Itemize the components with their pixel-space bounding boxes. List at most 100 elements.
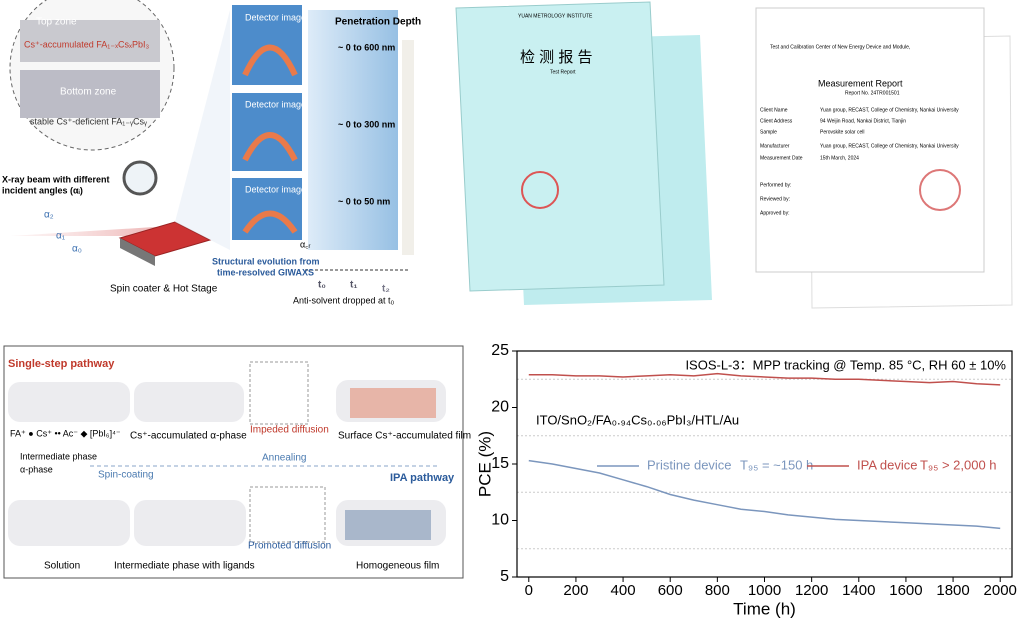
label: Anti-solvent dropped at t₀: [293, 295, 395, 305]
scene: [249, 361, 309, 425]
label: 94 Weijin Road, Nankai District, Tianjin: [820, 118, 906, 124]
film: [350, 388, 436, 418]
magnifier: [122, 160, 158, 196]
label: t₁: [350, 280, 357, 291]
x-tick-label: 1000: [748, 582, 781, 599]
label: Penetration Depth: [335, 17, 421, 28]
label: Promoted diffusion: [248, 541, 331, 552]
detectors: [232, 5, 414, 255]
label: Single-step pathway: [8, 358, 115, 370]
data-line: [528, 459, 1001, 530]
label: α-phase: [20, 464, 53, 474]
label: Reviewed by:: [760, 196, 790, 202]
y-tick-label: 20: [491, 399, 509, 416]
label: α꜀ᵣ: [300, 239, 310, 249]
top-layer: [20, 20, 160, 62]
stamp: [521, 171, 559, 209]
label: Performed by:: [760, 182, 791, 188]
data-line: [528, 372, 1001, 386]
x-tick-label: 800: [705, 582, 730, 599]
report-rows: Client Name Yuan group, RECAST, College o…: [760, 107, 959, 216]
scene: [249, 486, 326, 543]
beam: [10, 226, 170, 236]
label: Test and Calibration Center of New Energ…: [770, 44, 910, 50]
certificate: [455, 1, 665, 292]
label: Cs⁺-accumulated FA₁₋ₓCsₓPbI₃: [24, 39, 149, 49]
label: Sample: [760, 129, 777, 135]
bottom-layer: [20, 70, 160, 118]
y-axis-label: PCE (%): [475, 431, 494, 497]
cert-title: 检 测 报 告: [520, 49, 593, 66]
x-tick-label: 0: [525, 582, 533, 599]
chart: 5 10 15 20 25 0 200 400 600 800 1000 1200 1400 1600 18…: [475, 342, 1016, 618]
panel-b: YUAN METROLOGY INSTITUTE 检 测 报 告 Test Re…: [455, 1, 1013, 309]
label: Manufacturer: [760, 143, 790, 149]
label: ~ 0 to 600 nm: [338, 42, 395, 52]
y-tick-label: 25: [491, 342, 509, 359]
stamp: [919, 169, 961, 211]
label: ~ 0 to 50 nm: [338, 196, 390, 206]
label: Detector image: [245, 99, 306, 109]
label: t₀: [318, 280, 326, 291]
x-tick-label: 2000: [984, 582, 1017, 599]
label: Yuan group, RECAST, College of Chemistry…: [820, 107, 959, 113]
scene: [8, 382, 130, 422]
sample-side: [120, 238, 155, 266]
label: α₂: [44, 210, 54, 221]
x-tick-label: 200: [563, 582, 588, 599]
report-title: Measurement Report: [818, 78, 903, 88]
label: incident angles (αᵢ): [2, 185, 83, 195]
label: Yuan group, RECAST, College of Chemistry…: [820, 143, 959, 149]
x-tick-label: 1400: [842, 582, 875, 599]
label: Detector image: [245, 184, 306, 194]
label: Report No. 24TR001501: [845, 90, 900, 96]
label: YUAN METROLOGY INSTITUTE: [518, 13, 593, 19]
label: IPA pathway: [390, 472, 455, 484]
label: Structural evolution from: [212, 256, 320, 266]
label: Test Report: [550, 69, 576, 75]
scatter-cone: [175, 10, 230, 250]
x-tick-label: 1600: [889, 582, 922, 599]
label: Surface Cs⁺-accumulated film: [338, 431, 471, 442]
label: X-ray beam with different: [2, 174, 110, 184]
film: [345, 510, 431, 540]
label: Intermediate phase with ligands: [114, 561, 255, 572]
label: Spin-coating: [98, 470, 154, 481]
label: Homogeneous film: [356, 561, 439, 572]
legend-label: IPA device: [857, 457, 917, 472]
label: Top zone: [36, 17, 77, 28]
x-tick-label: 400: [611, 582, 636, 599]
label: FA⁺ ● Cs⁺ •• Ac⁻ ◆ [PbI₆]⁴⁻: [10, 428, 121, 438]
label: Perovskite solar cell: [820, 129, 864, 135]
x-tick-label: 1200: [795, 582, 828, 599]
annotation: T₉₅ = ~150 h: [740, 457, 813, 472]
x-axis-label: Time (h): [733, 599, 796, 618]
annotation: ITO/SnO₂/FA₀.₉₄Cs₀.₀₆PbI₃/HTL/Au: [536, 412, 739, 427]
label: ~ 0 to 300 nm: [338, 119, 395, 129]
label: 15th March, 2024: [820, 155, 859, 161]
x-tick-label: 1800: [936, 582, 969, 599]
y-tick-label: 10: [491, 512, 509, 529]
label: Annealing: [262, 453, 306, 464]
label: time-resolved GIWAXS: [217, 267, 314, 277]
annotation: ISOS-L-3：MPP tracking @ Temp. 85 °C, RH …: [685, 357, 1006, 372]
label: Cs⁺-accumulated α-phase: [130, 431, 247, 442]
y-tick-label: 5: [500, 568, 509, 585]
label: Bottom zone: [60, 87, 117, 98]
panel-c: Single-step pathway IPA pathway FA⁺ ● Cs…: [3, 345, 471, 579]
scene: [8, 500, 130, 546]
y-tick-label: 15: [491, 455, 509, 472]
panel-a: Top zone Cs⁺-accumulated FA₁₋ₓCsₓPbI₃ Bo…: [2, 0, 421, 305]
label: Spin coater & Hot Stage: [110, 284, 218, 295]
label: Approved by:: [760, 210, 789, 216]
label: α₀: [72, 244, 82, 255]
scene: [134, 382, 244, 422]
legend-label: Pristine device: [647, 457, 732, 472]
label: Solution: [44, 561, 80, 572]
annotation: T₉₅ > 2,000 h: [920, 457, 997, 472]
label: α₁: [56, 231, 66, 242]
x-tick-label: 600: [658, 582, 683, 599]
label: Detector image: [245, 12, 306, 22]
